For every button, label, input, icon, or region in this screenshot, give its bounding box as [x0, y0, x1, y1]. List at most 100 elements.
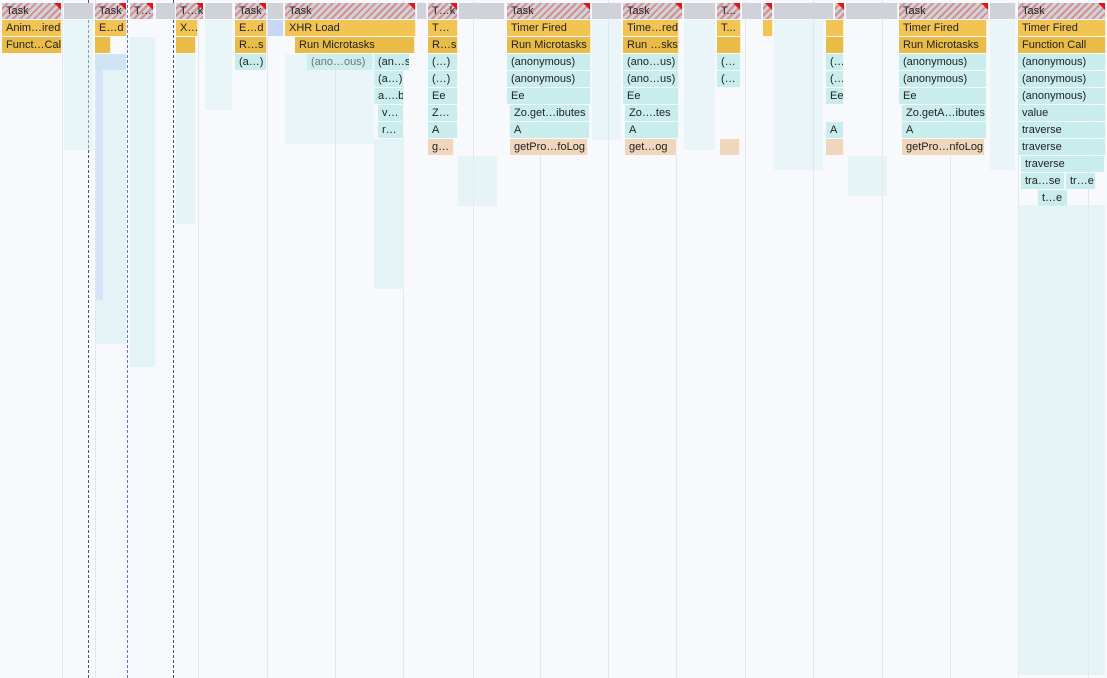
script-block[interactable]: (ano…us) — [623, 54, 679, 70]
event-block[interactable]: Run Microtasks — [507, 37, 591, 53]
script-block[interactable]: (anonymous) — [1018, 88, 1106, 104]
script-block[interactable]: Zo….tes — [625, 105, 679, 121]
event-block[interactable] — [95, 37, 111, 53]
task-block[interactable]: Task — [1018, 3, 1106, 19]
deep-stack[interactable] — [205, 20, 233, 110]
script-block[interactable]: (… — [826, 71, 844, 87]
event-block[interactable]: R…s — [428, 37, 458, 53]
event-block[interactable] — [826, 20, 844, 36]
script-block[interactable]: (anonymous) — [899, 54, 987, 70]
script-block[interactable]: A — [902, 122, 987, 138]
script-block[interactable]: (ano…ous) — [307, 54, 373, 70]
script-block[interactable]: Ee — [428, 88, 458, 104]
script-block[interactable]: traverse — [1018, 122, 1106, 138]
script-block[interactable]: v… — [378, 105, 404, 121]
event-block[interactable]: Timer Fired — [1018, 20, 1106, 36]
deep-stack[interactable] — [592, 20, 622, 140]
event-block[interactable]: E…d — [235, 20, 267, 36]
event-block[interactable]: X… — [176, 20, 198, 36]
event-block[interactable]: Time…red — [623, 20, 679, 36]
task-block[interactable] — [774, 3, 834, 19]
deep-stack[interactable] — [1018, 205, 1106, 675]
event-block[interactable]: Funct…Call — [2, 37, 62, 53]
task-block[interactable] — [156, 3, 176, 19]
script-block[interactable]: Ee — [826, 88, 844, 104]
script-block[interactable]: Ee — [507, 88, 591, 104]
task-block[interactable]: T... — [717, 3, 741, 19]
script-block[interactable]: tra…se — [1021, 173, 1065, 189]
task-block[interactable]: T…k — [176, 3, 204, 19]
task-block[interactable] — [990, 3, 1016, 19]
script-block[interactable]: (… — [717, 71, 741, 87]
gc-block[interactable]: get…og — [625, 139, 677, 155]
task-block[interactable] — [763, 3, 773, 19]
script-block[interactable]: Z… — [428, 105, 458, 121]
script-block[interactable]: (…) — [428, 71, 458, 87]
script-block[interactable]: (anonymous) — [507, 54, 591, 70]
task-block[interactable] — [846, 3, 898, 19]
script-block[interactable]: a….b — [374, 88, 404, 104]
gc-block[interactable] — [826, 139, 844, 155]
gc-block[interactable] — [720, 139, 740, 155]
task-block[interactable] — [684, 3, 716, 19]
task-block[interactable]: Task — [899, 3, 989, 19]
script-block[interactable]: A — [625, 122, 679, 138]
event-block[interactable]: Anim…ired — [2, 20, 62, 36]
script-block[interactable]: Zo.get…ibutes — [510, 105, 590, 121]
task-block[interactable] — [592, 3, 622, 19]
script-block[interactable]: (a…) — [374, 71, 404, 87]
event-block[interactable] — [763, 20, 773, 36]
script-block[interactable]: tr…e — [1066, 173, 1096, 189]
deep-stack[interactable] — [848, 156, 888, 196]
event-block[interactable]: Timer Fired — [507, 20, 591, 36]
task-block[interactable] — [205, 3, 233, 19]
script-block[interactable]: (anonymous) — [899, 71, 987, 87]
event-block[interactable]: T... — [717, 20, 741, 36]
task-block[interactable] — [742, 3, 762, 19]
event-block[interactable] — [717, 37, 741, 53]
task-block[interactable]: Task — [95, 3, 127, 19]
task-block[interactable] — [268, 3, 284, 19]
script-block[interactable]: r… — [378, 122, 404, 138]
script-block[interactable]: (anonymous) — [507, 71, 591, 87]
task-block[interactable] — [417, 3, 427, 19]
gc-block[interactable]: getPro…nfoLog — [902, 139, 985, 155]
deep-stack[interactable] — [130, 37, 156, 367]
task-block[interactable]: Task — [235, 3, 267, 19]
event-block[interactable]: R…s — [235, 37, 267, 53]
task-block[interactable] — [835, 3, 845, 19]
deep-stack[interactable] — [774, 20, 824, 170]
event-block[interactable]: Run Microtasks — [295, 37, 415, 53]
deep-stack[interactable] — [176, 54, 196, 224]
deep-stack[interactable] — [64, 20, 94, 150]
deep-stack[interactable] — [285, 54, 375, 144]
script-block[interactable]: (a…) — [235, 54, 267, 70]
task-block[interactable]: T…k — [428, 3, 458, 19]
event-block[interactable]: Timer Fired — [899, 20, 987, 36]
task-block[interactable]: Task — [623, 3, 683, 19]
event-block[interactable]: Function Call — [1018, 37, 1106, 53]
task-block[interactable] — [64, 3, 94, 19]
deep-stack[interactable] — [684, 20, 716, 150]
deep-stack[interactable] — [374, 139, 404, 289]
script-block[interactable]: (… — [717, 54, 741, 70]
script-block[interactable]: (… — [826, 54, 844, 70]
script-block[interactable]: Zo.getA…ibutes — [902, 105, 987, 121]
script-block[interactable]: (anonymous) — [1018, 54, 1106, 70]
render-block[interactable] — [268, 20, 284, 36]
event-block[interactable]: Run …sks — [623, 37, 679, 53]
script-block[interactable]: traverse — [1021, 156, 1105, 172]
event-block[interactable]: XHR Load — [285, 20, 416, 36]
task-block[interactable]: Task — [285, 3, 416, 19]
deep-stack[interactable] — [96, 70, 104, 300]
task-block[interactable]: Task — [507, 3, 591, 19]
script-block[interactable]: value — [1018, 105, 1106, 121]
task-block[interactable]: T… — [130, 3, 154, 19]
script-block[interactable]: t…e — [1038, 190, 1068, 206]
script-block[interactable]: traverse — [1018, 139, 1106, 155]
event-block[interactable]: Run Microtasks — [899, 37, 987, 53]
gc-block[interactable]: g… — [428, 139, 454, 155]
event-block[interactable] — [826, 37, 844, 53]
event-block[interactable]: E…d — [95, 20, 127, 36]
